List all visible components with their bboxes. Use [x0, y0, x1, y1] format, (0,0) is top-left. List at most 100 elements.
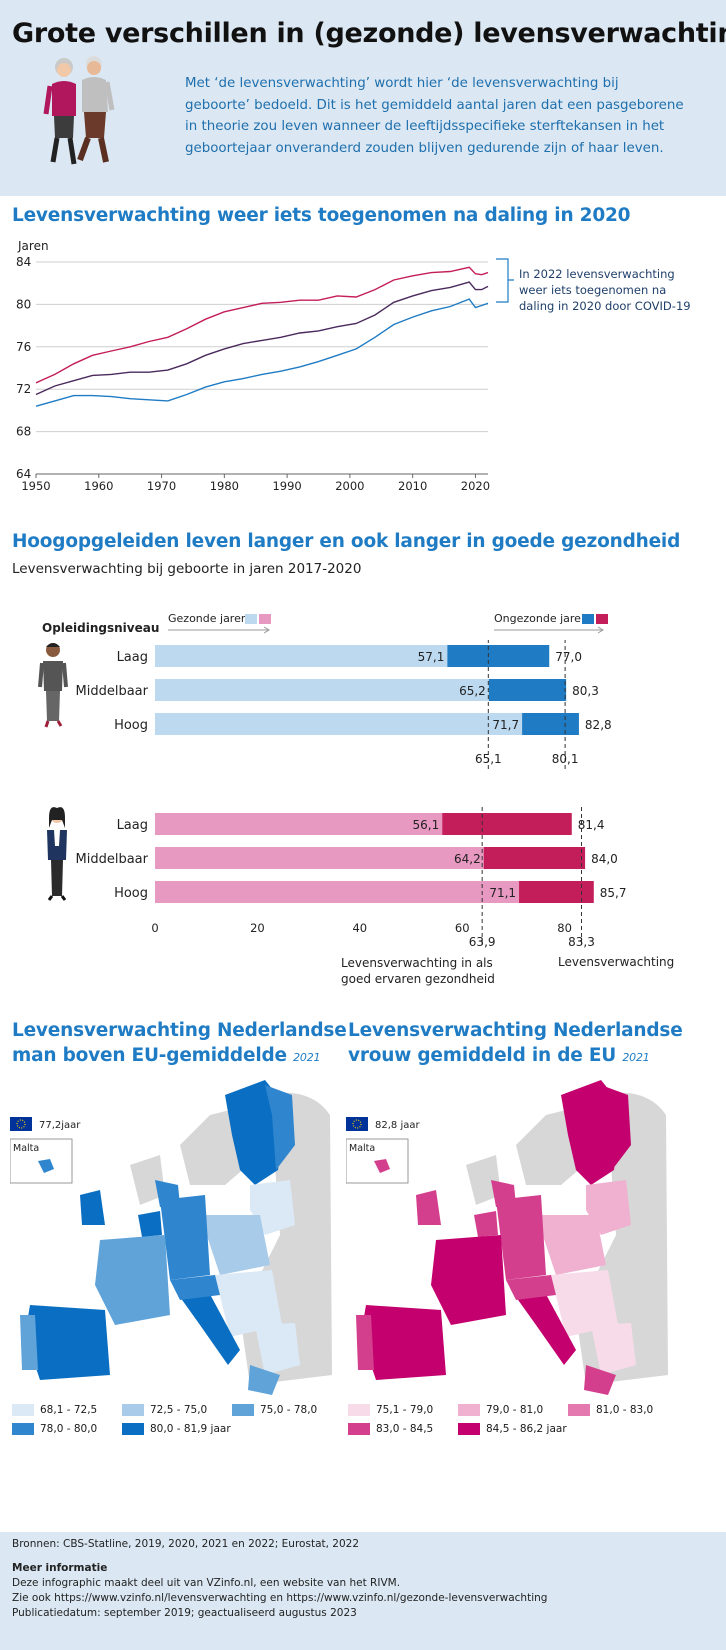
men-legend-swatch-1: [12, 1404, 34, 1416]
women-legend-label-3: 81,0 - 83,0: [596, 1404, 654, 1416]
x-tick-1990: 1990: [272, 479, 301, 493]
mannen-unhealthy-bar-2: [522, 713, 579, 735]
bar-chart-x-axis: 0 20 40 60 80: [151, 921, 572, 935]
bar-chart-bars: Laag 57,1 77,0 Middelbaar 65,2 80,3 Hoog 71,7 82…: [76, 640, 627, 945]
vrouwen-healthy-bar-0: [155, 813, 443, 835]
mannen-healthy-value-0: 57,1: [418, 650, 445, 664]
women-legend-label-4: 83,0 - 84,5: [376, 1423, 434, 1435]
women-map-portugal: [356, 1315, 374, 1370]
men-map-germany: [160, 1195, 210, 1280]
y-tick-80: 80: [16, 297, 31, 311]
series-lines: [35, 266, 489, 407]
men-map-portugal: [20, 1315, 38, 1370]
vrouwen-healthy-bar-2: [155, 881, 520, 903]
vrouwen-total-value-0: 81,4: [578, 818, 605, 832]
legend-healthy-arrow: [168, 626, 270, 634]
male-ref-healthy-label: 65,1: [474, 752, 502, 766]
female-ref-total-label: 83,3: [568, 935, 595, 949]
mannen-healthy-value-2: 71,7: [492, 718, 519, 732]
footer-more-title: Meer informatie: [12, 1562, 108, 1574]
series-line-vrouwen: [35, 266, 489, 384]
men-map-legend: 68,1 - 72,5 72,5 - 75,0 75,0 - 78,0 78,0 -…: [12, 1401, 332, 1439]
men-legend-label-4: 78,0 - 80,0: [40, 1423, 98, 1435]
men-map-year: 2021: [293, 1051, 321, 1064]
x-tick-2020: 2020: [461, 479, 490, 493]
men-map-austria: [170, 1275, 220, 1300]
men-map-uk: [130, 1155, 165, 1205]
women-map-year: 2021: [622, 1051, 650, 1064]
men-legend-label-1: 68,1 - 72,5: [40, 1404, 98, 1416]
women-map-hungary-romania: [551, 1270, 618, 1337]
mannen-cat-label-0: Laag: [117, 650, 148, 665]
legend-unhealthy-pink-swatch: [596, 614, 608, 624]
men-map-malta-label: Malta: [13, 1143, 39, 1154]
bar-chart-subtitle: Levensverwachting bij geboorte in jaren …: [12, 561, 362, 577]
ref-label-healthy: Levensverwachting in als goed ervaren ge…: [341, 955, 495, 987]
men-legend-label-2: 72,5 - 75,0: [150, 1404, 208, 1416]
bar-x-tick-40: 40: [352, 921, 367, 935]
legend-healthy-label: Gezonde jaren: [168, 612, 248, 625]
mannen-unhealthy-bar-0: [447, 645, 550, 667]
women-map-france: [431, 1235, 506, 1325]
men-map-title-line-2: man boven EU-gemiddelde: [12, 1045, 287, 1066]
x-tick-2000: 2000: [335, 479, 364, 493]
women-map-denmark: [491, 1180, 516, 1207]
annotation-line-1: In 2022 levensverwachting: [519, 267, 675, 281]
men-map-denmark: [155, 1180, 180, 1207]
men-map-eu-value: 77,2jaar: [39, 1120, 81, 1131]
men-legend-swatch-2: [122, 1404, 144, 1416]
vrouwen-cat-label-1: Middelbaar: [76, 852, 149, 867]
y-tick-72: 72: [16, 382, 31, 396]
mannen-total-value-1: 80,3: [572, 684, 599, 698]
footer-panel: [0, 1532, 726, 1650]
y-tick-84: 84: [16, 255, 31, 269]
ref-label-total: Levensverwachting: [558, 955, 675, 969]
men-map-eu-flag: [10, 1117, 32, 1131]
series-line-totaal: [35, 281, 489, 396]
men-map-spain: [25, 1305, 110, 1380]
men-map-greece: [248, 1365, 280, 1395]
x-axis-ticks: 1950 1960 1970 1980 1990 2000 2010 2020: [21, 474, 490, 493]
men-legend-swatch-3: [232, 1404, 254, 1416]
mannen-cat-label-2: Hoog: [114, 718, 148, 733]
women-legend-label-2: 79,0 - 81,0: [486, 1404, 544, 1416]
header-panel: [0, 0, 726, 196]
vrouwen-cat-label-0: Laag: [117, 818, 148, 833]
mannen-total-value-0: 77,0: [555, 650, 582, 664]
line-chart-title: Levensverwachting weer iets toegenomen n…: [12, 205, 631, 226]
bar-x-tick-80: 80: [557, 921, 572, 935]
men-legend-swatch-4: [12, 1423, 34, 1435]
footer-line-2: Zie ook https://www.vzinfo.nl/levensverw…: [12, 1592, 548, 1604]
men-europe-map: 77,2jaar Malta: [10, 1075, 338, 1397]
bar-x-tick-20: 20: [250, 921, 265, 935]
mannen-healthy-bar-0: [155, 645, 448, 667]
men-map-title: Levensverwachting Nederlandse man boven …: [12, 1018, 347, 1070]
women-legend-swatch-1: [348, 1404, 370, 1416]
men-map-netherlands: [138, 1211, 162, 1237]
women-map-title-line-1: Levensverwachting Nederlandse: [348, 1020, 683, 1041]
men-map-bulgaria: [255, 1323, 300, 1375]
bar-x-tick-60: 60: [455, 921, 470, 935]
men-map-poland: [200, 1215, 270, 1275]
men-legend-swatch-5: [122, 1423, 144, 1435]
footer-line-3: Publicatiedatum: september 2019; geactua…: [12, 1607, 357, 1619]
mannen-healthy-value-1: 65,2: [459, 684, 486, 698]
vrouwen-healthy-value-0: 56,1: [413, 818, 440, 832]
bar-chart-title: Hoogopgeleiden leven langer en ook lange…: [12, 531, 681, 552]
x-tick-1980: 1980: [210, 479, 239, 493]
series-line-mannen: [35, 298, 489, 407]
women-map-uk: [466, 1155, 501, 1205]
vrouwen-total-value-1: 84,0: [591, 852, 618, 866]
y-tick-68: 68: [16, 425, 31, 439]
women-legend-label-5: 84,5 - 86,2 jaar: [486, 1423, 567, 1435]
women-map-title-line-2: vrouw gemiddeld in de EU: [348, 1045, 617, 1066]
men-map-france: [95, 1235, 170, 1325]
ref-label-healthy-line-2: goed ervaren gezondheid: [341, 972, 495, 986]
vrouwen-unhealthy-bar-2: [519, 881, 594, 903]
male-ref-total-label: 80,1: [551, 752, 579, 766]
women-map-finland: [601, 1085, 631, 1170]
mannen-total-value-2: 82,8: [585, 718, 612, 732]
men-map-title-line-1: Levensverwachting Nederlandse: [12, 1020, 347, 1041]
x-tick-2010: 2010: [398, 479, 427, 493]
man-icon: [38, 643, 68, 728]
